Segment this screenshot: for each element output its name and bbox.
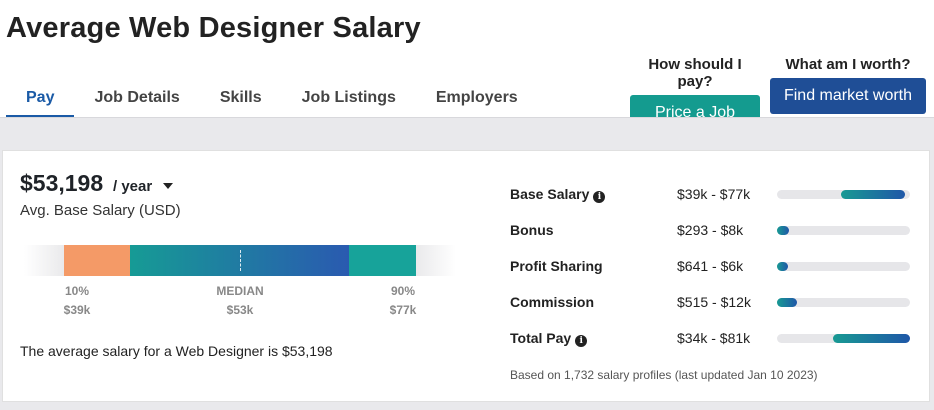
range-low-label: 10% (64, 284, 90, 298)
pay-row-name: Bonus (510, 222, 554, 238)
pay-row-name: Commission (510, 294, 594, 310)
price-job-prompt: How should I pay? (648, 56, 742, 90)
info-icon[interactable]: i (593, 191, 606, 203)
page-title: Average Web Designer Salary (6, 12, 421, 44)
pay-row-label: Base Salary (510, 186, 590, 202)
range-high-label: 90% (390, 284, 416, 298)
pay-row-range: $515 - $12k (677, 294, 751, 310)
salary-amount: $53,198 (20, 170, 104, 196)
range-median-value: $53k (226, 303, 254, 317)
tab-job-listings[interactable]: Job Listings (301, 89, 396, 106)
pay-row-range: $34k - $81k (677, 330, 751, 346)
salary-card (2, 150, 930, 402)
tab-bar: Pay Job Details Skills Job Listings Empl… (6, 86, 538, 118)
pay-row-range: $39k - $77k (677, 186, 751, 202)
pay-row-label: Commission (510, 294, 595, 310)
range-high-segment (349, 245, 416, 276)
market-worth-group: What am I worth? Find market worth (770, 56, 926, 114)
range-low-value: $39k (63, 303, 91, 317)
caret-down-icon[interactable] (163, 183, 173, 189)
tab-skills[interactable]: Skills (219, 89, 262, 106)
pay-row-fill (832, 334, 910, 343)
pay-row-label: Bonus (510, 222, 554, 238)
pay-row-range: $641 - $6k (677, 258, 744, 274)
pay-row-name: Base Salary i (510, 186, 606, 203)
pay-row-range: $293 - $8k (677, 222, 744, 238)
median-marker (240, 250, 241, 271)
pay-row-bar (777, 298, 910, 307)
tab-employers[interactable]: Employers (435, 89, 518, 106)
pay-row-fill (777, 298, 797, 307)
market-worth-prompt: What am I worth? (785, 56, 911, 73)
salary-footnote: Based on 1,732 salary profiles (last upd… (510, 368, 818, 382)
pay-row-name: Total Pay i (510, 330, 588, 347)
range-low-segment (64, 245, 130, 276)
tab-job-details[interactable]: Job Details (94, 89, 180, 106)
pay-row-fill (777, 226, 789, 235)
pay-row-bar (777, 262, 910, 271)
range-high-value: $77k (389, 303, 417, 317)
salary-period[interactable]: / year (113, 178, 153, 195)
salary-summary: The average salary for a Web Designer is… (20, 343, 333, 359)
salary-caption: Avg. Base Salary (USD) (20, 202, 181, 219)
pay-row-bar (777, 190, 910, 199)
pay-row-bar (777, 226, 910, 235)
pay-row-label: Profit Sharing (510, 258, 603, 274)
tab-pay[interactable]: Pay (6, 86, 75, 118)
pay-row-label: Total Pay (510, 330, 572, 346)
info-icon[interactable]: i (575, 335, 588, 347)
find-market-worth-button[interactable]: Find market worth (770, 78, 926, 114)
pay-row-fill (777, 262, 788, 271)
pay-row-name: Profit Sharing (510, 258, 603, 274)
pay-row-fill (840, 190, 905, 199)
pay-row-bar (777, 334, 910, 343)
range-median-label: MEDIAN (216, 284, 264, 298)
range-middle-segment (130, 245, 349, 276)
